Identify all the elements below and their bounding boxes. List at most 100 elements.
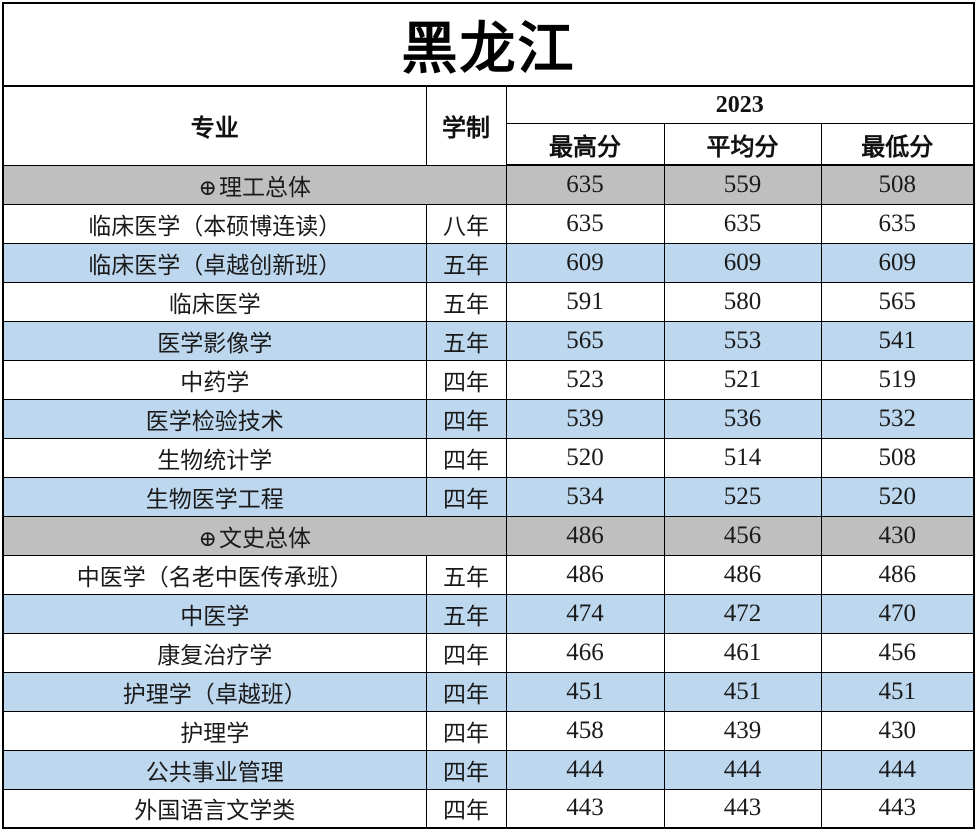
highest-score-cell: 443 <box>505 788 665 829</box>
table-row: 护理学 四年 458 439 430 <box>2 710 975 751</box>
table-row: 中药学 四年 523 521 519 <box>2 359 975 400</box>
duration-cell: 五年 <box>425 320 507 361</box>
table-row: 临床医学 五年 591 580 565 <box>2 281 975 322</box>
major-cell: 临床医学（本硕博连读） <box>2 203 427 244</box>
highest-score-cell: 474 <box>505 593 665 634</box>
average-score-cell: 486 <box>663 554 822 595</box>
lowest-score-cell: 532 <box>820 398 975 439</box>
lowest-score-cell: 443 <box>820 788 975 829</box>
group-label-cell: ⊕理工总体 <box>2 164 507 205</box>
major-cell: 外国语言文学类 <box>2 788 427 829</box>
duration-cell: 四年 <box>425 476 507 517</box>
duration-cell: 四年 <box>425 788 507 829</box>
average-score-cell: 521 <box>663 359 822 400</box>
table-row: 公共事业管理 四年 444 444 444 <box>2 749 975 790</box>
lowest-score-cell: 486 <box>820 554 975 595</box>
duration-cell: 五年 <box>425 593 507 634</box>
duration-cell: 四年 <box>425 359 507 400</box>
lowest-score-cell: 444 <box>820 749 975 790</box>
highest-score-cell: 534 <box>505 476 665 517</box>
major-cell: 医学检验技术 <box>2 398 427 439</box>
table-row: 生物医学工程 四年 534 525 520 <box>2 476 975 517</box>
highest-score-cell: 466 <box>505 632 665 673</box>
header-sub-row: 最高分 平均分 最低分 <box>3 123 975 166</box>
average-score-cell: 525 <box>663 476 822 517</box>
lowest-score-cell: 565 <box>820 281 975 322</box>
average-score-cell: 439 <box>663 710 822 751</box>
average-score-cell: 472 <box>663 593 822 634</box>
duration-cell: 八年 <box>425 203 507 244</box>
expand-circled-plus-icon[interactable]: ⊕ <box>198 525 217 551</box>
lowest-score-cell: 508 <box>820 164 975 205</box>
column-header-duration: 学制 <box>425 85 507 166</box>
average-score-cell: 443 <box>663 788 822 829</box>
highest-score-cell: 609 <box>505 242 665 283</box>
table-row: 中医学 五年 474 472 470 <box>2 593 975 634</box>
highest-score-cell: 539 <box>505 398 665 439</box>
duration-cell: 四年 <box>425 710 507 751</box>
highest-score-cell: 458 <box>505 710 665 751</box>
lowest-score-cell: 635 <box>820 203 975 244</box>
highest-score-cell: 444 <box>505 749 665 790</box>
table-row: 生物统计学 四年 520 514 508 <box>2 437 975 478</box>
highest-score-cell: 565 <box>505 320 665 361</box>
duration-cell: 五年 <box>425 242 507 283</box>
major-cell: 中医学（名老中医传承班） <box>2 554 427 595</box>
major-cell: 中医学 <box>2 593 427 634</box>
major-cell: 生物统计学 <box>2 437 427 478</box>
major-cell: 护理学 <box>2 710 427 751</box>
lowest-score-cell: 520 <box>820 476 975 517</box>
header-year-row: 专业 学制 2023 <box>2 85 975 166</box>
highest-score-cell: 486 <box>505 515 665 556</box>
lowest-score-cell: 430 <box>820 515 975 556</box>
highest-score-cell: 451 <box>505 671 665 712</box>
table-row: 医学影像学 五年 565 553 541 <box>2 320 975 361</box>
column-header-major: 专业 <box>2 85 427 166</box>
lowest-score-cell: 451 <box>820 671 975 712</box>
average-score-cell: 536 <box>663 398 822 439</box>
average-score-cell: 580 <box>663 281 822 322</box>
average-score-cell: 451 <box>663 671 822 712</box>
highest-score-cell: 635 <box>505 203 665 244</box>
table-row: 临床医学（卓越创新班） 五年 609 609 609 <box>2 242 975 283</box>
expand-circled-plus-icon[interactable]: ⊕ <box>198 174 217 200</box>
lowest-score-cell: 541 <box>820 320 975 361</box>
duration-cell: 四年 <box>425 632 507 673</box>
highest-score-cell: 635 <box>505 164 665 205</box>
average-score-cell: 559 <box>663 164 822 205</box>
table-row: 临床医学（本硕博连读） 八年 635 635 635 <box>2 203 975 244</box>
duration-cell: 四年 <box>425 749 507 790</box>
average-score-cell: 461 <box>663 632 822 673</box>
major-cell: 康复治疗学 <box>2 632 427 673</box>
province-title: 黑龙江 <box>2 2 975 87</box>
highest-score-cell: 520 <box>505 437 665 478</box>
group-label: 文史总体 <box>218 525 311 551</box>
group-label: 理工总体 <box>218 174 311 200</box>
highest-score-cell: 523 <box>505 359 665 400</box>
major-cell: 护理学（卓越班） <box>2 671 427 712</box>
table-row: 康复治疗学 四年 466 461 456 <box>2 632 975 673</box>
column-header-lowest: 最低分 <box>820 123 975 166</box>
average-score-cell: 444 <box>663 749 822 790</box>
table-body: ⊕理工总体 635 559 508 临床医学（本硕博连读） 八年 635 635 635 临床医学… <box>2 164 975 829</box>
average-score-cell: 514 <box>663 437 822 478</box>
major-cell: 临床医学 <box>2 281 427 322</box>
table-row: 中医学（名老中医传承班） 五年 486 486 486 <box>2 554 975 595</box>
column-header-year: 2023 <box>505 85 975 124</box>
lowest-score-cell: 456 <box>820 632 975 673</box>
major-cell: 临床医学（卓越创新班） <box>2 242 427 283</box>
group-label-cell: ⊕文史总体 <box>2 515 507 556</box>
average-score-cell: 553 <box>663 320 822 361</box>
lowest-score-cell: 609 <box>820 242 975 283</box>
column-header-average: 平均分 <box>663 123 822 166</box>
major-cell: 医学影像学 <box>2 320 427 361</box>
lowest-score-cell: 430 <box>820 710 975 751</box>
title-row: 黑龙江 <box>2 2 975 87</box>
table-row: 外国语言文学类 四年 443 443 443 <box>2 788 975 829</box>
highest-score-cell: 591 <box>505 281 665 322</box>
duration-cell: 四年 <box>425 437 507 478</box>
group-summary-row: ⊕理工总体 635 559 508 <box>2 164 975 205</box>
duration-cell: 四年 <box>425 398 507 439</box>
